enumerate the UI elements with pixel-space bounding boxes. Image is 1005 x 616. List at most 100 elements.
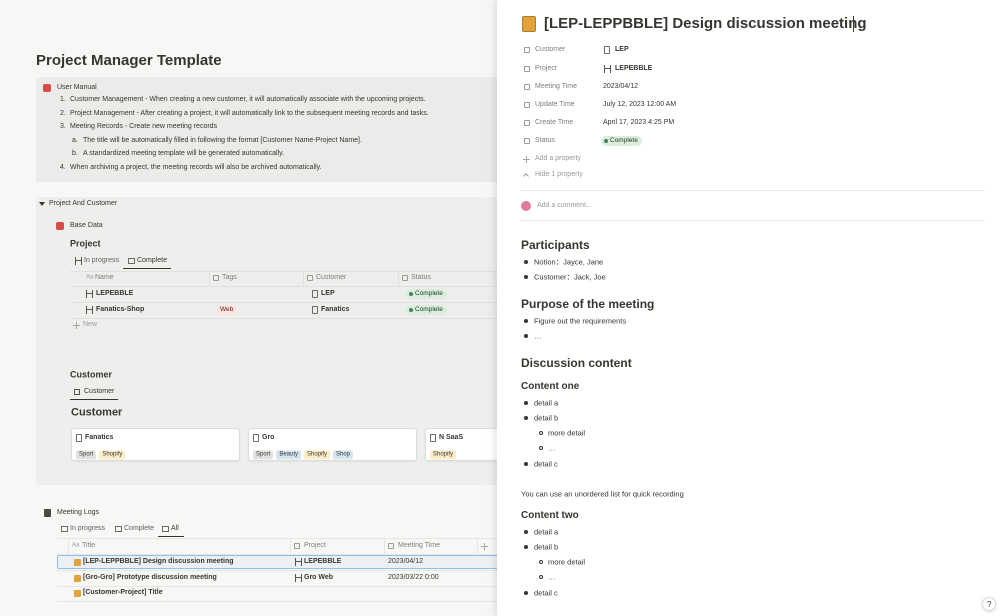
view-tab[interactable]: Customer (84, 387, 115, 395)
column-line (303, 271, 304, 286)
bullet-hollow (539, 431, 543, 435)
column-line (68, 538, 69, 554)
table-icon (115, 526, 122, 532)
hide-property-button[interactable]: Hide 1 property (535, 170, 583, 178)
card-title: Fanatics (85, 433, 114, 441)
status-dot (409, 292, 413, 296)
bullet (524, 545, 528, 549)
property-name: Meeting Time (535, 82, 578, 90)
table-row-line (57, 601, 497, 602)
page-title: [LEP-LEPPBBLE] Design discussion meeting (544, 15, 867, 32)
property-name: Status (535, 136, 555, 144)
property-icon (213, 275, 219, 281)
view-tab[interactable]: In progress (70, 524, 106, 532)
background-page: Project Manager Template User Manual 1. Cus… (0, 0, 497, 616)
row-title[interactable]: [Gro-Gro] Prototype discussion meeting (83, 573, 217, 581)
property-icon (524, 102, 530, 108)
row-title[interactable]: [LEP-LEPPBBLE] Design discussion meeting (83, 557, 234, 565)
bullet-item: more detail (548, 428, 586, 438)
list-item: A standardized meeting template will be … (83, 150, 285, 158)
doc-icon (253, 434, 259, 442)
card-tags: Sport Beauty Shopify Shop (253, 441, 356, 460)
gallery-card[interactable]: Gro Sport Beauty Shopify Shop (248, 428, 417, 461)
bullet (524, 530, 528, 534)
column-line (209, 271, 210, 286)
page-title: Project Manager Template (36, 52, 222, 69)
bullet-item: Figure out the requirements (534, 316, 627, 326)
column-line (477, 538, 478, 554)
project-icon-bar (86, 293, 93, 294)
bullet (524, 401, 528, 405)
help-button[interactable]: ? (982, 597, 996, 611)
table-row-line (70, 302, 497, 303)
page-icon (522, 16, 536, 32)
bullet-item: detail b (534, 542, 559, 552)
column-line (290, 538, 291, 554)
bullet-hollow (539, 446, 543, 450)
property-value[interactable]: July 12, 2023 12:00 AM (603, 100, 677, 108)
property-icon (402, 275, 408, 281)
tag: Shopify (430, 450, 457, 460)
tab-underline (158, 536, 184, 537)
relation-link: LEP (321, 289, 335, 297)
row-name[interactable]: Fanatics-Shop (96, 305, 145, 313)
view-tab[interactable]: All (171, 524, 179, 532)
logs-section (36, 500, 497, 616)
list-number: 4. (60, 163, 66, 171)
database-title: Meeting Logs (57, 508, 100, 516)
property-value[interactable]: April 17, 2023 4:25 PM (603, 118, 675, 126)
doc-icon (312, 290, 318, 298)
bullet-item: detail a (534, 527, 559, 537)
table-row-line (57, 570, 497, 571)
property-icon (524, 47, 530, 53)
bullet-hollow (539, 575, 543, 579)
bullet (524, 416, 528, 420)
list-number: 2. (60, 109, 66, 117)
side-peek-panel: [LEP-LEPPBBLE] Design discussion meeting… (497, 0, 1005, 616)
bullet-hollow (539, 560, 543, 564)
view-tab[interactable]: Complete (124, 524, 154, 532)
tab-underline (123, 268, 171, 269)
project-icon (86, 306, 93, 314)
list-letter: a. (72, 136, 78, 144)
toggle-arrow (39, 202, 45, 206)
property-value[interactable]: LEP (615, 45, 629, 53)
page-icon (74, 590, 81, 597)
relation-link: Fanatics (321, 305, 350, 313)
property-value[interactable]: LEPEBBLE (615, 64, 653, 72)
bullet-item: detail c (534, 588, 558, 598)
project-icon (295, 558, 302, 566)
bullet-item: detail c (534, 459, 558, 469)
column-header: Meeting Time (398, 541, 441, 549)
comment-input[interactable]: Add a comment... (537, 201, 592, 209)
doc-icon (430, 434, 436, 442)
tag: Beauty (276, 450, 302, 460)
bullet (524, 275, 528, 279)
property-icon (524, 84, 530, 90)
new-row-button[interactable]: New (83, 320, 98, 328)
callout (36, 77, 497, 182)
section-heading: Project (70, 238, 101, 249)
table-icon (162, 526, 169, 532)
bullet-item: … (548, 572, 556, 582)
gallery-card[interactable]: Fanatics Sport Shopify (71, 428, 240, 461)
gallery-card[interactable]: N SaaS Shopify (425, 428, 497, 461)
heading-2: Purpose of the meeting (521, 296, 655, 311)
property-icon (388, 543, 394, 549)
row-title[interactable]: [Customer-Project] Title (83, 588, 163, 596)
add-property-button[interactable]: Add a property (535, 154, 581, 162)
view-tab[interactable]: Complete (137, 256, 167, 264)
view-tab[interactable]: In progress (84, 256, 120, 264)
database-icon (44, 509, 51, 517)
plus-icon (523, 156, 530, 163)
heading-2: Discussion content (521, 355, 632, 370)
project-icon (604, 65, 611, 73)
toggle-title[interactable]: Project And Customer (49, 199, 118, 207)
bullet (524, 319, 528, 323)
project-icon-bar (295, 577, 302, 578)
bullet-item: detail a (534, 398, 559, 408)
bullet (524, 260, 528, 264)
plus-v (526, 156, 527, 163)
row-name[interactable]: LEPEBBLE (96, 289, 134, 297)
property-value[interactable]: 2023/04/12 (603, 82, 639, 90)
